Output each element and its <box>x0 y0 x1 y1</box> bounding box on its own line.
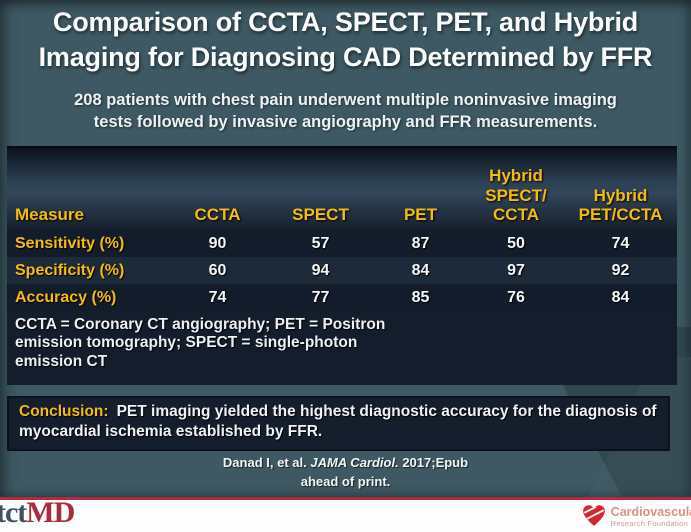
tctmd-logo-tct: tct <box>0 500 27 529</box>
cell-value: 87 <box>411 234 430 252</box>
cell-value: 97 <box>507 261 525 279</box>
cell-value: 60 <box>208 261 227 279</box>
crf-logo: Cardiovascular Research Foundation <box>581 503 691 532</box>
citation-line2: ahead of print. <box>300 473 391 489</box>
citation: Danad I, et al. JAMA Cardiol. 2017;Epub … <box>0 454 691 492</box>
cell-value: 90 <box>208 234 227 252</box>
cell-value: 57 <box>311 234 330 252</box>
cell-value: 77 <box>311 288 330 306</box>
tctmd-logo: tctMD <box>0 500 75 531</box>
slide-title: Comparison of CCTA, SPECT, PET, and Hybr… <box>38 7 653 73</box>
slide-subtitle: 208 patients with chest pain underwent m… <box>74 91 617 132</box>
row-label: Accuracy (%) <box>15 288 117 306</box>
conclusion-text: PET imaging yielded the highest diagnost… <box>19 403 657 441</box>
cell-value: 92 <box>611 261 630 279</box>
conclusion-box: Conclusion: PET imaging yielded the highe… <box>7 396 670 451</box>
column-header-hybrid-pet-ccta: Hybrid PET/CCTA <box>578 185 663 225</box>
cell-value: 84 <box>611 288 630 306</box>
row-label: Sensitivity (%) <box>15 234 125 252</box>
slide: Comparison of CCTA, SPECT, PET, and Hybr… <box>0 0 691 497</box>
table-row: Accuracy (%) 74 77 85 76 84 <box>7 284 677 311</box>
citation-journal: JAMA Cardiol. <box>310 455 399 470</box>
column-header-pet: PET <box>403 205 438 225</box>
cell-value: 76 <box>507 288 525 306</box>
conclusion-label: Conclusion: <box>19 403 109 420</box>
results-table: Measure CCTA SPECT PET Hybrid SPECT/ CCT… <box>7 146 677 385</box>
footer-bar: tctMD Cardiovascular Research Foundation <box>0 500 691 532</box>
cell-value: 74 <box>208 288 227 306</box>
cell-value: 94 <box>311 261 330 279</box>
cell-value: 74 <box>611 234 630 252</box>
cell-value: 85 <box>411 288 430 306</box>
heart-icon <box>581 503 607 532</box>
red-divider-line <box>0 497 691 500</box>
table-footnote-area: CCTA = Coronary CT angiography; PET = Po… <box>7 311 677 385</box>
column-header-spect: SPECT <box>292 205 349 225</box>
citation-authors: Danad I, et al. <box>222 455 311 470</box>
citation-year: 2017;Epub <box>398 455 469 470</box>
crf-org-subtitle: Research Foundation <box>610 519 689 529</box>
abbreviations-footnote: CCTA = Coronary CT angiography; PET = Po… <box>15 316 386 370</box>
cell-value: 84 <box>411 261 430 279</box>
table-row: Sensitivity (%) 90 57 87 50 74 <box>7 230 677 257</box>
cell-value: 50 <box>507 234 525 252</box>
crf-logo-text: Cardiovascular Research Foundation <box>610 505 691 529</box>
table-header-row: Measure CCTA SPECT PET Hybrid SPECT/ CCT… <box>7 146 677 230</box>
column-header-hybrid-spect-ccta: Hybrid SPECT/ CCTA <box>485 166 547 225</box>
crf-org-name: Cardiovascular <box>610 505 691 520</box>
row-label: Specificity (%) <box>15 261 125 279</box>
table-row: Specificity (%) 60 94 84 97 92 <box>7 257 677 284</box>
column-header-ccta: CCTA <box>194 205 241 225</box>
column-header-measure: Measure <box>15 205 84 225</box>
tctmd-logo-md: MD <box>26 500 75 529</box>
